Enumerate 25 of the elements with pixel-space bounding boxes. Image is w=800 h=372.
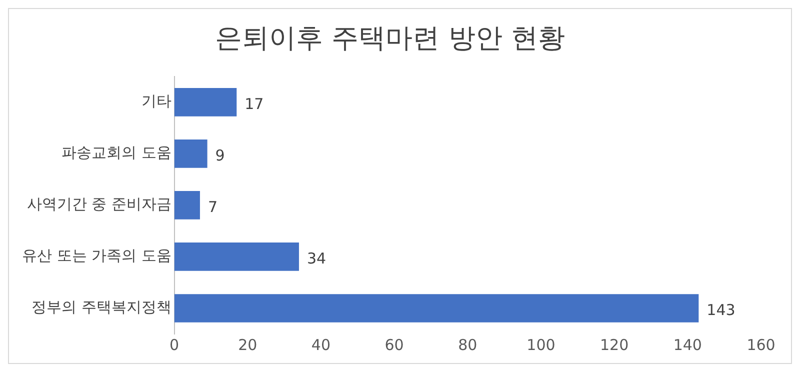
x-tick-label: 40	[311, 336, 331, 354]
bar	[174, 140, 208, 168]
x-tick-label: 120	[600, 336, 629, 354]
x-tick-label: 160	[746, 336, 776, 354]
data-label: 9	[215, 146, 225, 165]
x-tick-label: 60	[384, 336, 404, 354]
bar	[174, 191, 200, 220]
x-tick-label: 80	[458, 336, 478, 354]
data-label: 143	[706, 301, 736, 320]
data-label: 7	[208, 198, 218, 216]
bar	[174, 294, 699, 322]
y-tick-label: 유산 또는 가족의 도움	[22, 246, 172, 265]
y-tick-label: 사역기간 중 준비자금	[26, 195, 172, 214]
data-label: 17	[244, 95, 264, 114]
y-tick-label: 기타	[141, 92, 172, 110]
y-tick-label: 정부의 주택복지정책	[32, 298, 172, 316]
x-tick-label: 140	[673, 336, 702, 354]
x-tick-label: 20	[238, 336, 258, 354]
bar	[174, 88, 237, 116]
x-tick-label: 0	[170, 336, 180, 354]
x-tick-label: 100	[526, 336, 556, 354]
bar	[174, 242, 299, 271]
data-label: 34	[306, 250, 326, 268]
chart-title: 은퇴이후 주택마련 방안 현황	[215, 23, 565, 54]
y-tick-label: 파송교회의 도움	[62, 144, 172, 162]
